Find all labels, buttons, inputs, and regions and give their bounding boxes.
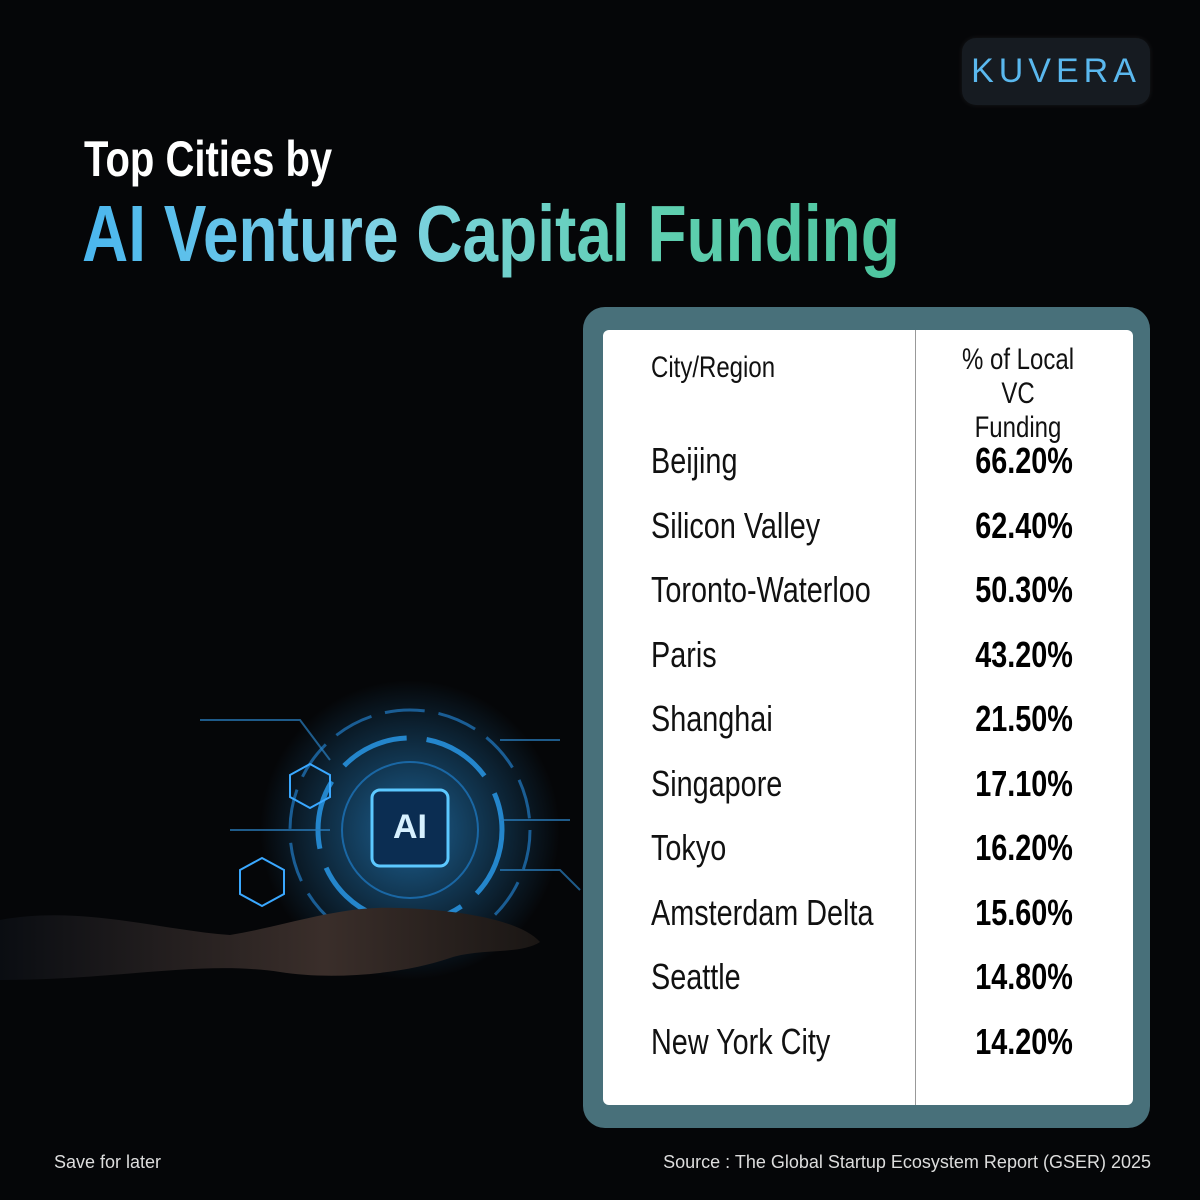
city-cell: Tokyo <box>651 827 745 869</box>
city-cell-text: Beijing <box>651 440 738 481</box>
value-cell: 43.20% <box>915 634 1133 676</box>
city-cell-text: Shanghai <box>651 698 773 739</box>
city-cell-text: Toronto-Waterloo <box>651 569 871 610</box>
value-cell-text: 17.10% <box>975 762 1073 804</box>
title-line-2: AI Venture Capital Funding <box>82 189 900 278</box>
value-cell-text: 50.30% <box>975 569 1073 610</box>
logo: KUVERA <box>962 38 1150 105</box>
value-cell-text: 14.20% <box>975 1020 1073 1062</box>
chip-label: AI <box>393 808 427 846</box>
city-cell-text: Paris <box>651 633 717 675</box>
footer-source: Source : The Global Startup Ecosystem Re… <box>663 1152 1151 1172</box>
city-cell: Beijing <box>651 440 759 482</box>
value-cell-text: 16.20% <box>975 827 1073 868</box>
city-cell-text: Amsterdam Delta <box>651 891 874 933</box>
city-cell: Shanghai <box>651 698 803 740</box>
title-text: Top Cities by <box>84 131 333 187</box>
value-cell: 21.50% <box>915 698 1133 740</box>
value-cell-text: 21.50% <box>975 698 1073 739</box>
city-cell: New York City <box>651 1021 875 1063</box>
value-cell-text: 66.20% <box>975 440 1073 481</box>
city-cell-text: Seattle <box>651 956 741 997</box>
value-cell: 15.60% <box>915 892 1133 934</box>
header-text: City/Region <box>651 351 776 384</box>
value-cell-text: 62.40% <box>975 504 1073 546</box>
value-cell: 16.20% <box>915 827 1133 869</box>
city-cell-text: Tokyo <box>651 827 727 868</box>
city-cell: Amsterdam Delta <box>651 892 929 934</box>
city-cell-text: Singapore <box>651 762 783 804</box>
city-cell: Paris <box>651 634 733 676</box>
header-cell: % of Local VC Funding <box>961 343 1075 444</box>
city-cell-text: Silicon Valley <box>651 504 821 546</box>
footer-left: Save for later <box>54 1152 162 1172</box>
city-cell: Toronto-Waterloo <box>651 569 926 611</box>
value-cell: 14.80% <box>915 956 1133 998</box>
city-cell: Silicon Valley <box>651 505 862 547</box>
title-line-1: Top Cities by <box>84 130 394 188</box>
value-cell-text: 43.20% <box>975 633 1073 675</box>
table-card <box>603 330 1133 1105</box>
column-divider <box>915 330 916 1105</box>
illustration: AI <box>0 680 581 980</box>
value-cell-text: 15.60% <box>975 891 1073 933</box>
city-cell: Seattle <box>651 956 763 998</box>
city-cell-text: New York City <box>651 1020 831 1062</box>
header-cell: City/Region <box>651 351 806 385</box>
value-cell: 50.30% <box>915 569 1133 611</box>
city-cell: Singapore <box>651 763 815 805</box>
value-cell-text: 14.80% <box>975 956 1073 997</box>
value-cell: 14.20% <box>915 1021 1133 1063</box>
value-cell: 66.20% <box>915 440 1133 482</box>
value-cell: 17.10% <box>915 763 1133 805</box>
value-cell: 62.40% <box>915 505 1133 547</box>
